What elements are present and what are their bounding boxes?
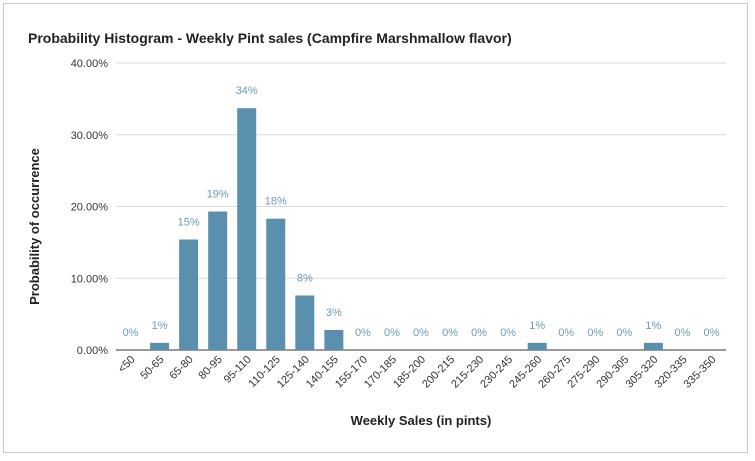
y-tick-label: 30.00% [71,130,109,142]
data-label: 0% [500,327,516,339]
bar [266,218,286,350]
data-label: 0% [442,327,458,339]
bar [150,342,170,350]
bar [208,211,228,350]
x-tick-label: 80-95 [196,354,224,382]
bar [643,342,663,350]
x-tick-label: 65-80 [167,354,195,382]
data-label: 0% [384,327,400,339]
x-tick-label: 335-350 [682,354,719,391]
data-label: 18% [265,196,287,208]
data-label: 0% [413,327,429,339]
data-label: 0% [704,327,720,339]
chart-frame: Probability Histogram - Weekly Pint sale… [3,3,748,453]
data-label: 0% [616,327,632,339]
data-label: 0% [587,327,603,339]
x-axis-title: Weekly Sales (in pints) [351,413,492,428]
data-label: 19% [207,189,229,201]
data-label: 0% [674,327,690,339]
data-label: 0% [355,327,371,339]
bar [527,342,547,350]
data-label: 0% [558,327,574,339]
data-label: 1% [152,320,168,332]
y-tick-label: 0.00% [77,345,108,357]
y-tick-label: 20.00% [71,202,109,214]
x-tick-label: <50 [116,354,138,376]
data-label: 0% [123,327,139,339]
data-label: 8% [297,272,313,284]
data-label: 1% [529,320,545,332]
bar [324,329,344,350]
bar [295,295,315,350]
y-tick-label: 40.00% [71,58,109,70]
x-tick-label: 50-65 [138,354,166,382]
data-label: 1% [645,320,661,332]
bar [237,108,257,350]
data-label: 0% [471,327,487,339]
data-label: 15% [178,217,200,229]
y-tick-label: 10.00% [71,273,109,285]
chart-svg: 0% 1% 15% 19% 34% 18% 8% 3% 0% 0% 0% 0% 0% 0% 1% 0% 0% 0%… [27,58,726,428]
data-label: 3% [326,307,342,319]
y-axis-title: Probability of occurrence [27,148,42,305]
chart-title: Probability Histogram - Weekly Pint sale… [28,30,512,46]
data-label: 34% [236,85,258,97]
bar [179,239,199,350]
